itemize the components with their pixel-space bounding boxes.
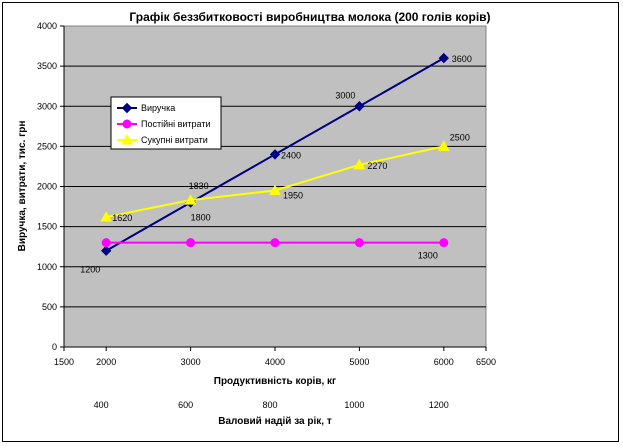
data-labels: 1200 1800 2400 3000 3600 1300 1620 1830 1950 2270… [80,54,472,275]
y-tick-label: 1000 [37,262,57,272]
x-tick-label: 4000 [265,357,285,367]
secondary-tick-label: 1200 [429,400,449,410]
data-point [184,194,197,205]
data-point [269,149,281,160]
y-tick-label: 500 [42,302,57,312]
data-point [270,238,280,248]
data-point [100,210,113,222]
x-tick-label: 5000 [349,357,369,367]
data-label: 2400 [281,150,301,160]
data-point [100,245,112,256]
y-tick-label: 3500 [37,61,57,71]
secondary-tick-label: 1000 [344,400,364,410]
data-point [438,52,450,64]
legend-marker [121,102,133,114]
y-tick-label: 2000 [37,182,57,192]
axes: 0 500 1000 1500 2000 2500 3000 3500 4000 1500 2000… [37,21,496,367]
secondary-tick-label: 800 [262,400,277,410]
legend-label: Сукупні витрати [141,135,208,145]
x-tick-label: 1500 [54,357,74,367]
y-tick-label: 0 [52,342,57,352]
data-label: 1200 [80,265,100,275]
x-tick-label: 2000 [96,357,116,367]
data-label: 3000 [335,90,355,100]
y-axis-label: Виручка, витрати, тис. грн [17,121,28,252]
data-point [269,184,281,196]
x-tick-label: 6500 [476,357,496,367]
data-label: 1620 [112,213,132,223]
data-label: 2500 [450,132,470,142]
y-tick-label: 3000 [37,101,57,111]
data-point [186,238,196,248]
secondary-axis-ticks: 400 600 800 1000 1200 [94,400,449,410]
data-label: 1300 [418,251,438,261]
chart-title: Графік беззбитковості виробництва молока… [129,10,490,24]
x-tick-label: 3000 [181,357,201,367]
data-point [439,238,449,248]
secondary-axis-label: Валовий надій за рік, т [218,416,332,427]
data-point [101,238,111,248]
x-axis-label: Продуктивність корів, кг [214,376,336,387]
legend-marker [121,133,133,145]
y-tick-label: 2500 [37,141,57,151]
legend-label: Постійні витрати [141,119,211,129]
legend-label: Виручка [141,103,175,113]
data-point [354,238,364,248]
x-tick-label: 6000 [434,357,454,367]
legend-marker [122,119,132,129]
series-layer [100,52,450,256]
legend: Виручка Постійні витрати Сукупні витрати [110,96,222,150]
y-tick-label: 1500 [37,222,57,232]
y-tick-label: 4000 [37,21,57,31]
data-label: 1830 [189,181,209,191]
data-point [354,101,365,112]
secondary-tick-label: 600 [178,400,193,410]
data-label: 1950 [283,191,303,201]
data-point [437,140,450,151]
data-label: 3600 [452,54,472,64]
data-label: 1800 [191,213,211,223]
data-label: 2270 [367,161,387,171]
data-point [353,158,366,170]
secondary-tick-label: 400 [94,400,109,410]
